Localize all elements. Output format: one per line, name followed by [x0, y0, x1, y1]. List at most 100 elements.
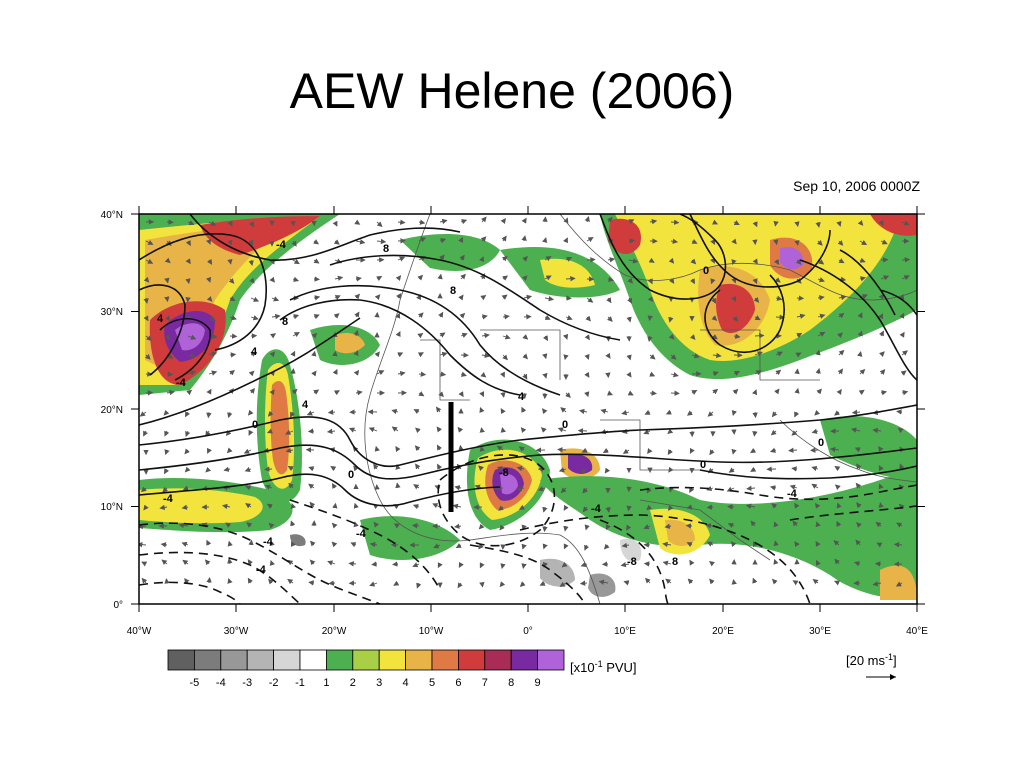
lat-label: 10°N: [101, 502, 123, 513]
wind-vector: [393, 580, 400, 586]
wind-vector: [836, 502, 842, 509]
wind-vector: [313, 295, 321, 301]
wind-vector: [586, 257, 596, 263]
wind-vector: [817, 313, 826, 319]
colorbar-swatch: [193, 649, 222, 671]
wind-vector: [328, 580, 336, 586]
wind-vector: [855, 482, 862, 489]
wind-vector: [481, 216, 487, 223]
wind-vector: [206, 258, 213, 265]
wind-vector: [163, 468, 170, 475]
wind-vector: [479, 581, 485, 588]
wind-vector: [417, 352, 424, 358]
wind-vector: [521, 235, 527, 242]
wind-vector: [689, 447, 695, 454]
wind-vector: [308, 580, 315, 586]
wind-vector: [686, 504, 693, 510]
wind-vector: [665, 578, 672, 585]
wind-vector: [560, 407, 567, 413]
wind-vector: [706, 485, 714, 492]
wind-vector: [373, 463, 379, 470]
wind-vector: [542, 216, 548, 223]
wind-vector: [815, 521, 821, 528]
wind-vector: [733, 371, 741, 376]
wind-vector: [872, 427, 882, 434]
wind-vector: [145, 258, 154, 264]
wind-vector: [665, 409, 672, 415]
wind-vector: [774, 277, 781, 283]
wind-vector: [248, 259, 254, 267]
wind-vector: [227, 577, 233, 584]
wind-vector: [354, 293, 361, 300]
wind-vector: [460, 332, 468, 338]
wind-vector: [773, 239, 779, 246]
wind-vector: [837, 332, 843, 339]
wind-vector: [225, 522, 232, 528]
wind-vector: [438, 391, 444, 398]
wind-vector: [415, 427, 421, 434]
wind-vector: [309, 501, 316, 508]
wind-vector: [395, 482, 401, 489]
wind-vector: [815, 540, 821, 547]
wind-vector: [901, 350, 908, 356]
wind-vector: [374, 445, 380, 452]
wind-vector: [622, 448, 630, 454]
wind-vector: [606, 390, 613, 396]
wind-vector: [794, 541, 800, 548]
wind-vector: [141, 577, 148, 584]
wind-vector: [901, 390, 909, 396]
wind-vector: [331, 541, 338, 548]
wind-vector: [628, 219, 635, 225]
wind-vector: [771, 578, 778, 585]
wind-vector: [584, 334, 590, 341]
wind-vector: [376, 238, 387, 245]
wind-vector: [854, 447, 861, 453]
wind-vector: [478, 523, 485, 530]
wind-vector: [187, 334, 197, 340]
wind-vector: [878, 219, 884, 226]
wind-vector: [185, 430, 191, 437]
wind-vector: [579, 580, 588, 586]
wind-vector: [731, 579, 737, 585]
wind-vector: [229, 352, 237, 358]
wind-vector: [853, 561, 861, 567]
wind-vector: [500, 563, 506, 570]
wind-vector: [439, 254, 445, 261]
wind-vector: [814, 502, 821, 509]
wind-vector: [850, 427, 861, 433]
wind-vector: [313, 314, 320, 320]
colorbar-swatch: [352, 649, 380, 671]
wind-vector: [207, 447, 212, 454]
contour-label: 0: [252, 419, 258, 431]
wind-vector: [268, 522, 275, 529]
wind-vector: [539, 580, 546, 586]
wind-vector: [285, 429, 294, 435]
wind-vector: [164, 334, 171, 340]
colorbar-swatch: [405, 649, 433, 671]
wind-vector: [542, 525, 548, 533]
wind-vector: [460, 371, 467, 377]
wind-vector: [501, 235, 507, 242]
colorbar-label: 9: [535, 677, 541, 689]
wind-vector: [584, 216, 590, 223]
wind-vector: [878, 445, 884, 452]
wind-vector: [561, 561, 568, 568]
wind-vector: [754, 370, 762, 376]
wind-vector: [731, 410, 737, 416]
lat-label: 40°N: [101, 210, 123, 221]
lon-label: 20°E: [712, 626, 734, 637]
lon-label: 0°: [523, 626, 533, 637]
wind-vector: [794, 240, 800, 246]
wind-vector: [580, 561, 588, 567]
wind-vector: [247, 559, 253, 566]
wind-vector: [313, 239, 320, 245]
contour-label: -4: [163, 493, 174, 505]
wind-vector: [306, 410, 315, 416]
wind-vector: [879, 369, 886, 375]
wind-vector: [621, 542, 630, 549]
contour-label: 0: [348, 469, 354, 481]
wind-vector: [369, 542, 378, 548]
wind-vector: [435, 406, 442, 413]
wind-vector: [437, 562, 443, 569]
colorbar-swatch: [431, 649, 459, 671]
